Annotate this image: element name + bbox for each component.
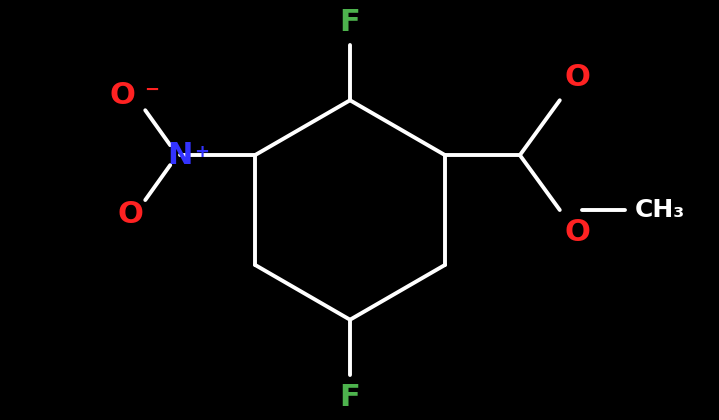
- Text: N: N: [168, 141, 193, 170]
- Text: O: O: [564, 63, 590, 92]
- Text: F: F: [339, 8, 360, 37]
- Text: CH₃: CH₃: [635, 198, 684, 222]
- Text: O: O: [117, 200, 143, 229]
- Text: −: −: [145, 81, 160, 99]
- Text: +: +: [194, 143, 209, 161]
- Text: O: O: [564, 218, 590, 247]
- Text: F: F: [339, 383, 360, 412]
- Text: O: O: [109, 81, 135, 110]
